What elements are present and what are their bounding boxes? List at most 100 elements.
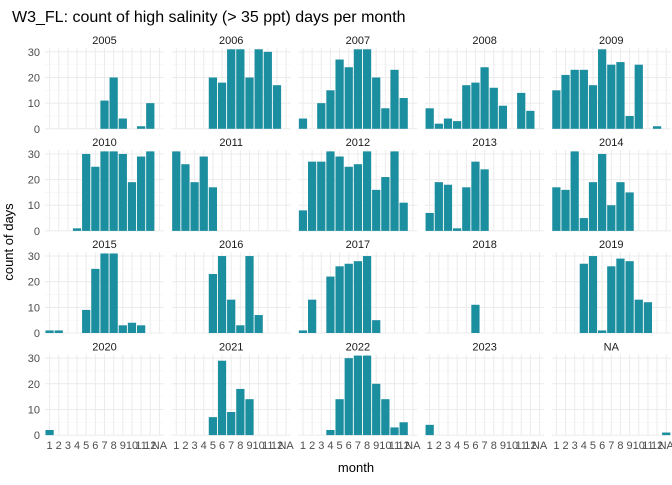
facet-strip-label: 2023 — [472, 341, 496, 353]
x-tick-label: 10 — [379, 440, 391, 452]
facet-panel: 2017 — [298, 239, 418, 334]
facet-panel: 2011 — [171, 137, 291, 232]
bar — [616, 258, 625, 333]
bar — [335, 399, 344, 436]
facet-panel: 2018 — [425, 239, 545, 334]
bar — [190, 182, 199, 231]
bar — [298, 118, 308, 129]
bar — [662, 432, 671, 436]
facet-strip-label: 2009 — [599, 35, 623, 47]
y-tick-label: 20 — [28, 72, 40, 84]
x-tick-label: 4 — [74, 440, 80, 452]
chart-title: W3_FL: count of high salinity (> 35 ppt)… — [12, 9, 406, 26]
x-tick-label: 1 — [300, 440, 306, 452]
bar — [317, 103, 326, 129]
bar — [353, 164, 363, 231]
x-tick-label: NA — [278, 440, 294, 452]
x-tick-label: 6 — [599, 440, 605, 452]
x-tick-label: 12 — [271, 440, 283, 452]
bar — [607, 266, 616, 333]
bar — [272, 85, 282, 129]
bar — [136, 126, 146, 129]
x-tick-label: 6 — [219, 440, 225, 452]
bar — [607, 205, 616, 231]
bar — [625, 115, 634, 129]
bar — [372, 77, 381, 129]
bar — [127, 322, 137, 333]
bar — [588, 256, 598, 333]
bar — [217, 82, 227, 129]
bar — [100, 253, 109, 333]
x-tick-label: 10 — [506, 440, 518, 452]
bar — [208, 187, 218, 231]
bar — [434, 123, 443, 129]
x-tick-label: 4 — [454, 440, 460, 452]
bar — [298, 210, 308, 231]
x-tick-label: NA — [532, 440, 548, 452]
x-tick-label: 11 — [389, 440, 400, 452]
bar — [45, 429, 54, 436]
y-tick-label: 0 — [34, 328, 40, 340]
x-tick-label: 3 — [192, 440, 198, 452]
bar — [425, 424, 434, 436]
bar — [607, 64, 616, 129]
facet-strip-label: 2021 — [219, 341, 243, 353]
facet-strip-label: 2017 — [346, 239, 370, 251]
bar — [146, 151, 155, 231]
bar — [588, 85, 598, 129]
bar — [399, 98, 408, 129]
x-tick-label: 7 — [482, 440, 488, 452]
bar — [372, 189, 381, 231]
x-tick-label: NA — [405, 440, 421, 452]
bar — [254, 315, 263, 333]
bar — [480, 169, 489, 231]
bar — [362, 151, 372, 231]
y-tick-label: 30 — [28, 47, 40, 59]
bar — [245, 77, 254, 129]
x-tick-label: 5 — [590, 440, 596, 452]
bar — [308, 161, 317, 231]
bar — [471, 304, 480, 333]
bar — [82, 309, 91, 333]
bar — [390, 427, 399, 436]
bar — [118, 325, 127, 333]
x-tick-label: 11 — [516, 440, 527, 452]
bar — [625, 261, 634, 333]
facet-panel: 2010 0 10 20 30 — [28, 137, 164, 238]
facet-strip-label: 2007 — [346, 35, 370, 47]
x-tick-label: 1 — [553, 440, 559, 452]
bar — [434, 182, 443, 231]
x-tick-label: 11 — [262, 440, 273, 452]
bar — [425, 212, 434, 231]
bar — [326, 90, 335, 129]
facet-strip-label: 2005 — [92, 35, 116, 47]
bar — [399, 422, 408, 436]
x-tick-label: 11 — [642, 440, 653, 452]
bar — [552, 90, 561, 129]
x-tick-label: 2 — [562, 440, 568, 452]
bar — [399, 202, 408, 231]
bar — [109, 253, 118, 333]
y-tick-label: 30 — [28, 149, 40, 161]
bar — [634, 64, 643, 129]
x-tick-label: 9 — [373, 440, 379, 452]
x-tick-label: 12 — [524, 440, 536, 452]
bar — [335, 156, 344, 231]
y-tick-label: 30 — [28, 353, 40, 365]
bar — [326, 276, 335, 333]
x-tick-label: 4 — [581, 440, 587, 452]
bar — [552, 187, 561, 231]
x-tick-label: 9 — [500, 440, 506, 452]
facet-strip-label: 2006 — [219, 35, 243, 47]
bar — [344, 263, 353, 333]
bar — [453, 121, 462, 129]
x-tick-label: 5 — [83, 440, 89, 452]
bar — [579, 263, 588, 333]
x-tick-label: 7 — [355, 440, 361, 452]
